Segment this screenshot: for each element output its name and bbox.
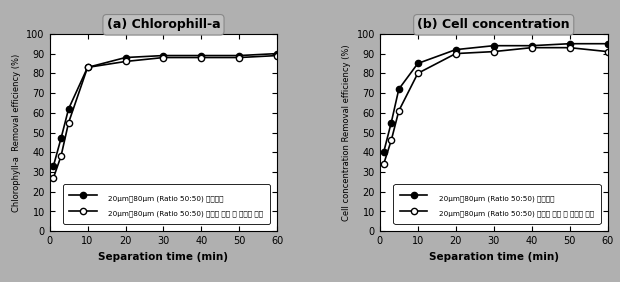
20μm：80μm (Ratio 50:50) 동시주입	[57, 137, 64, 140]
X-axis label: Separation time (min): Separation time (min)	[99, 252, 229, 262]
20μm：80μm (Ratio 50:50) 부착형 주입 후 부상형 주입	[528, 46, 536, 49]
Line: 20μm：80μm (Ratio 50:50) 동시주입: 20μm：80μm (Ratio 50:50) 동시주입	[50, 50, 280, 169]
20μm：80μm (Ratio 50:50) 부착형 주입 후 부상형 주입	[380, 162, 388, 166]
20μm：80μm (Ratio 50:50) 부착형 주입 후 부상형 주입	[50, 176, 57, 180]
20μm：80μm (Ratio 50:50) 동시주입	[604, 42, 611, 45]
Line: 20μm：80μm (Ratio 50:50) 부착형 주입 후 부상형 주입: 20μm：80μm (Ratio 50:50) 부착형 주입 후 부상형 주입	[50, 52, 280, 181]
20μm：80μm (Ratio 50:50) 동시주입	[50, 164, 57, 168]
20μm：80μm (Ratio 50:50) 동시주입	[528, 44, 536, 47]
20μm：80μm (Ratio 50:50) 동시주입	[388, 121, 395, 124]
Line: 20μm：80μm (Ratio 50:50) 동시주입: 20μm：80μm (Ratio 50:50) 동시주입	[381, 41, 611, 155]
20μm：80μm (Ratio 50:50) 부착형 주입 후 부상형 주입	[84, 66, 91, 69]
20μm：80μm (Ratio 50:50) 부착형 주입 후 부상형 주입	[57, 155, 64, 158]
Legend: 20μm：80μm (Ratio 50:50) 동시주입, 20μm：80μm (Ratio 50:50) 부착형 주입 후 부상형 주입: 20μm：80μm (Ratio 50:50) 동시주입, 20μm：80μm …	[392, 184, 601, 224]
20μm：80μm (Ratio 50:50) 부착형 주입 후 부상형 주입	[122, 60, 129, 63]
20μm：80μm (Ratio 50:50) 동시주입	[198, 54, 205, 57]
20μm：80μm (Ratio 50:50) 부착형 주입 후 부상형 주입	[452, 52, 459, 55]
20μm：80μm (Ratio 50:50) 동시주입	[395, 87, 402, 91]
20μm：80μm (Ratio 50:50) 동시주입	[160, 54, 167, 57]
Line: 20μm：80μm (Ratio 50:50) 부착형 주입 후 부상형 주입: 20μm：80μm (Ratio 50:50) 부착형 주입 후 부상형 주입	[381, 45, 611, 167]
20μm：80μm (Ratio 50:50) 동시주입	[490, 44, 497, 47]
Title: (a) Chlorophill-a: (a) Chlorophill-a	[107, 18, 220, 31]
Y-axis label: Chlorophyll-a  Removal efficiency (%): Chlorophyll-a Removal efficiency (%)	[12, 53, 21, 212]
Title: (b) Cell concentration: (b) Cell concentration	[417, 18, 570, 31]
20μm：80μm (Ratio 50:50) 부착형 주입 후 부상형 주입	[566, 46, 574, 49]
Y-axis label: Cell concentration Removal efficiency (%): Cell concentration Removal efficiency (%…	[342, 44, 351, 221]
20μm：80μm (Ratio 50:50) 부착형 주입 후 부상형 주입	[273, 54, 281, 57]
20μm：80μm (Ratio 50:50) 동시주입	[414, 62, 422, 65]
20μm：80μm (Ratio 50:50) 동시주입	[452, 48, 459, 51]
20μm：80μm (Ratio 50:50) 부착형 주입 후 부상형 주입	[414, 72, 422, 75]
20μm：80μm (Ratio 50:50) 동시주입	[273, 52, 281, 55]
20μm：80μm (Ratio 50:50) 부착형 주입 후 부상형 주입	[65, 121, 73, 124]
20μm：80μm (Ratio 50:50) 동시주입	[84, 66, 91, 69]
20μm：80μm (Ratio 50:50) 부착형 주입 후 부상형 주입	[388, 139, 395, 142]
20μm：80μm (Ratio 50:50) 부착형 주입 후 부상형 주입	[236, 56, 243, 59]
Legend: 20μm：80μm (Ratio 50:50) 동시주입, 20μm：80μm (Ratio 50:50) 부착형 주입 후 부상형 주입: 20μm：80μm (Ratio 50:50) 동시주입, 20μm：80μm …	[63, 184, 270, 224]
20μm：80μm (Ratio 50:50) 부착형 주입 후 부상형 주입	[198, 56, 205, 59]
20μm：80μm (Ratio 50:50) 동시주입	[65, 107, 73, 111]
20μm：80μm (Ratio 50:50) 부착형 주입 후 부상형 주입	[160, 56, 167, 59]
20μm：80μm (Ratio 50:50) 동시주입	[236, 54, 243, 57]
20μm：80μm (Ratio 50:50) 동시주입	[566, 42, 574, 45]
20μm：80μm (Ratio 50:50) 동시주입	[122, 56, 129, 59]
20μm：80μm (Ratio 50:50) 부착형 주입 후 부상형 주입	[395, 109, 402, 113]
20μm：80μm (Ratio 50:50) 부착형 주입 후 부상형 주입	[604, 50, 611, 53]
X-axis label: Separation time (min): Separation time (min)	[428, 252, 559, 262]
20μm：80μm (Ratio 50:50) 부착형 주입 후 부상형 주입	[490, 50, 497, 53]
20μm：80μm (Ratio 50:50) 동시주입	[380, 151, 388, 154]
